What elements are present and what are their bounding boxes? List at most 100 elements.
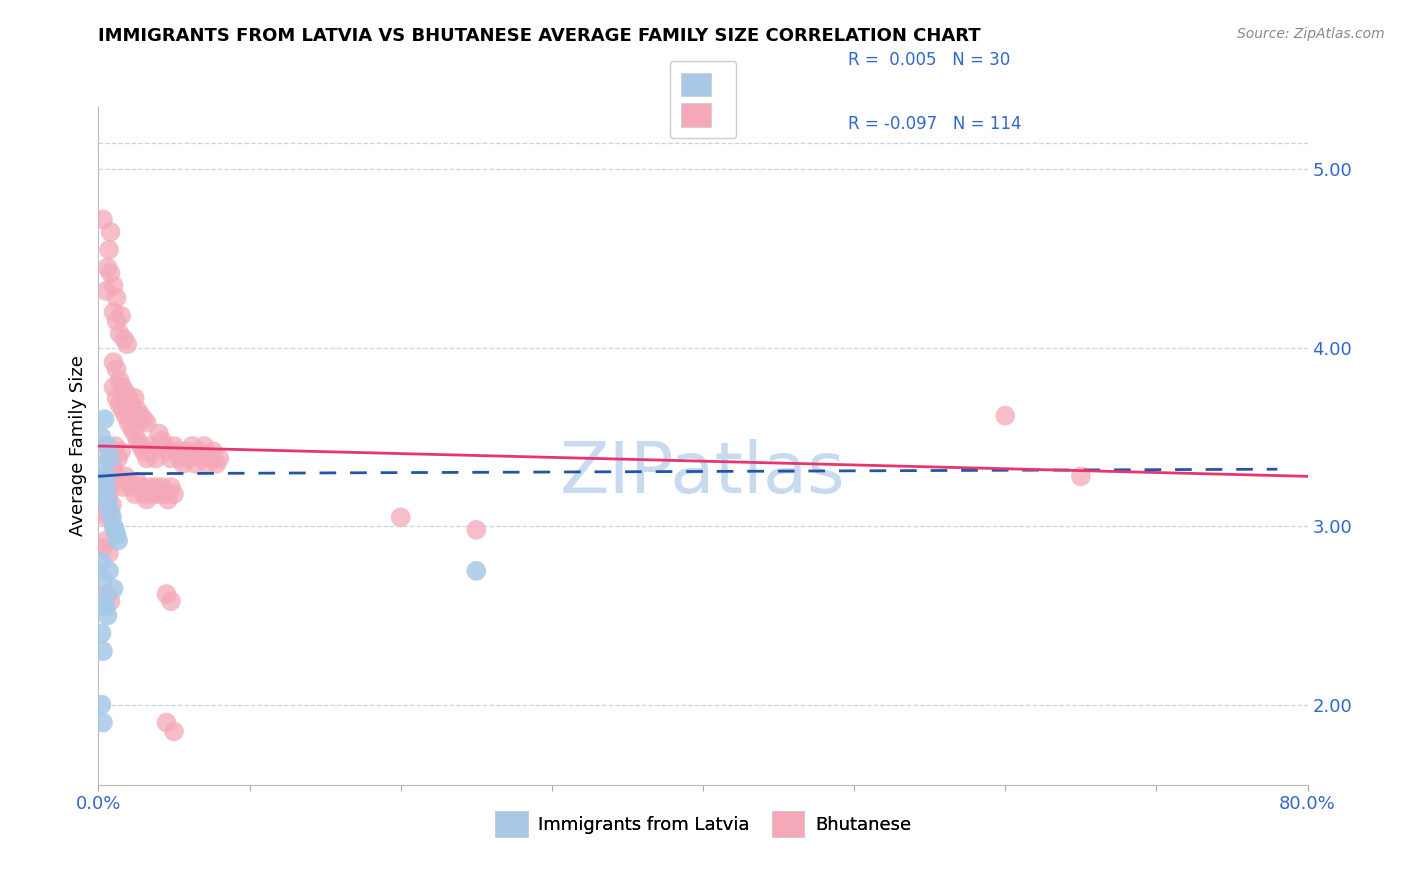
Point	[94, 439, 117, 453]
Text: IMMIGRANTS FROM LATVIA VS BHUTANESE AVERAGE FAMILY SIZE CORRELATION CHART: IMMIGRANTS FROM LATVIA VS BHUTANESE AVER…	[98, 27, 981, 45]
Point	[174, 444, 197, 458]
Point	[142, 444, 165, 458]
Text: Source: ZipAtlas.com: Source: ZipAtlas.com	[1237, 27, 1385, 41]
Point	[135, 416, 157, 430]
Point	[100, 505, 122, 519]
Point	[91, 573, 114, 587]
Point	[105, 314, 128, 328]
Point	[100, 451, 122, 466]
Point	[155, 587, 177, 601]
Point	[110, 444, 132, 458]
Point	[169, 451, 191, 466]
Point	[105, 391, 128, 405]
Point	[132, 487, 155, 501]
Point	[94, 469, 117, 483]
Point	[160, 451, 183, 466]
Point	[96, 608, 118, 623]
Point	[91, 212, 114, 227]
Point	[94, 510, 117, 524]
Point	[105, 528, 128, 542]
Point	[98, 546, 121, 560]
Point	[98, 451, 121, 466]
Point	[118, 416, 141, 430]
Point	[96, 492, 118, 507]
Point	[103, 380, 125, 394]
Point	[94, 284, 117, 298]
Point	[148, 426, 170, 441]
Point	[132, 444, 155, 458]
Point	[121, 421, 143, 435]
Point	[94, 533, 117, 548]
Point	[166, 444, 188, 458]
Point	[994, 409, 1017, 423]
Point	[202, 444, 225, 458]
Point	[193, 439, 215, 453]
Point	[163, 724, 186, 739]
Point	[121, 480, 143, 494]
Point	[124, 391, 146, 405]
Point	[91, 457, 114, 471]
Point	[115, 337, 138, 351]
Point	[103, 355, 125, 369]
Point	[129, 409, 152, 423]
Point	[184, 457, 207, 471]
Point	[112, 332, 135, 346]
Point	[135, 492, 157, 507]
Point	[118, 391, 141, 405]
Point	[205, 457, 228, 471]
Point	[200, 451, 222, 466]
Point	[156, 444, 179, 458]
Point	[98, 243, 121, 257]
Text: R =  0.005   N = 30: R = 0.005 N = 30	[848, 51, 1011, 69]
Point	[389, 510, 412, 524]
Point	[108, 373, 131, 387]
Point	[465, 523, 488, 537]
Point	[98, 487, 121, 501]
Point	[465, 564, 488, 578]
Point	[91, 541, 114, 555]
Point	[127, 434, 149, 448]
Point	[91, 487, 114, 501]
Point	[160, 480, 183, 494]
Point	[156, 492, 179, 507]
Point	[105, 362, 128, 376]
Point	[114, 469, 136, 483]
Point	[103, 519, 125, 533]
Point	[96, 587, 118, 601]
Point	[118, 475, 141, 489]
Point	[195, 457, 218, 471]
Point	[124, 426, 146, 441]
Point	[160, 594, 183, 608]
Point	[155, 715, 177, 730]
Point	[111, 380, 134, 394]
Point	[100, 266, 122, 280]
Point	[101, 510, 124, 524]
Point	[153, 487, 176, 501]
Point	[105, 291, 128, 305]
Point	[111, 403, 134, 417]
Point	[101, 457, 124, 471]
Point	[114, 409, 136, 423]
Point	[96, 439, 118, 453]
Point	[103, 305, 125, 319]
Point	[129, 480, 152, 494]
Point	[150, 434, 173, 448]
Point	[98, 501, 121, 516]
Point	[124, 487, 146, 501]
Point	[104, 523, 127, 537]
Point	[148, 487, 170, 501]
Point	[108, 326, 131, 341]
Point	[100, 594, 122, 608]
Point	[94, 480, 117, 494]
Point	[181, 439, 204, 453]
Point	[98, 564, 121, 578]
Point	[105, 469, 128, 483]
Point	[190, 451, 212, 466]
Point	[110, 309, 132, 323]
Point	[104, 439, 127, 453]
Point	[127, 475, 149, 489]
Point	[111, 480, 134, 494]
Text: R = -0.097   N = 114: R = -0.097 N = 114	[848, 115, 1022, 133]
Point	[91, 715, 114, 730]
Point	[96, 260, 118, 275]
